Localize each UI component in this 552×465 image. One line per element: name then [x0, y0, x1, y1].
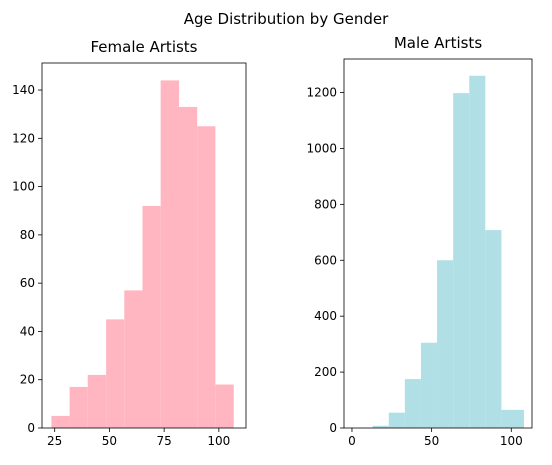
histogram-bar — [215, 384, 234, 428]
y-tick-label: 0 — [27, 421, 35, 435]
x-tick-label: 0 — [348, 434, 356, 448]
x-tick-label: 25 — [47, 434, 62, 448]
y-tick-label: 0 — [329, 421, 337, 435]
y-tick-label: 100 — [12, 180, 35, 194]
axes-frame — [343, 58, 533, 429]
y-tick-label: 120 — [12, 131, 35, 145]
histogram-bar — [197, 126, 216, 428]
histogram-bar — [469, 75, 486, 429]
histogram-bar — [453, 93, 470, 428]
histogram-bar — [106, 319, 125, 428]
y-tick-label: 80 — [20, 228, 35, 242]
histogram-bar — [124, 290, 143, 428]
y-tick-label: 40 — [20, 324, 35, 338]
y-tick-label: 1000 — [306, 141, 337, 155]
y-tick-label: 400 — [314, 309, 337, 323]
y-tick-label: 600 — [314, 253, 337, 267]
histogram-bar — [69, 386, 88, 428]
histogram-bar — [420, 342, 438, 428]
x-tick-label: 50 — [424, 434, 439, 448]
axes-frame — [41, 62, 247, 429]
histogram-bar — [372, 425, 389, 428]
y-tick-label: 20 — [20, 373, 35, 387]
histogram-bar — [501, 409, 518, 428]
y-tick-label: 140 — [12, 83, 35, 97]
histogram-bar — [388, 412, 405, 429]
panel-title: Female Artists — [91, 38, 198, 56]
panel-title: Male Artists — [394, 34, 482, 52]
x-tick-label: 50 — [102, 434, 117, 448]
histogram-bar — [404, 379, 421, 428]
figure-title: Age Distribution by Gender — [184, 10, 389, 28]
panel-female-artists: 25 50 75 100 0 20 40 60 80 100 120 140 Female Artist… — [12, 38, 247, 448]
y-tick-label: 800 — [314, 197, 337, 211]
histogram-bar — [160, 80, 180, 428]
y-tick-label: 200 — [314, 365, 337, 379]
y-tick-label: 1200 — [306, 86, 337, 100]
histogram-bar — [485, 230, 502, 428]
y-tick-label: 60 — [20, 276, 35, 290]
histogram-bar — [179, 106, 198, 428]
histogram-bar — [142, 205, 161, 428]
histogram-bar — [437, 260, 454, 428]
histogram-bar — [87, 374, 107, 428]
histogram-bar — [517, 409, 525, 428]
x-tick-label: 100 — [207, 434, 230, 448]
x-tick-label: 75 — [156, 434, 171, 448]
x-tick-label: 100 — [500, 434, 523, 448]
histogram-bar — [51, 415, 70, 428]
